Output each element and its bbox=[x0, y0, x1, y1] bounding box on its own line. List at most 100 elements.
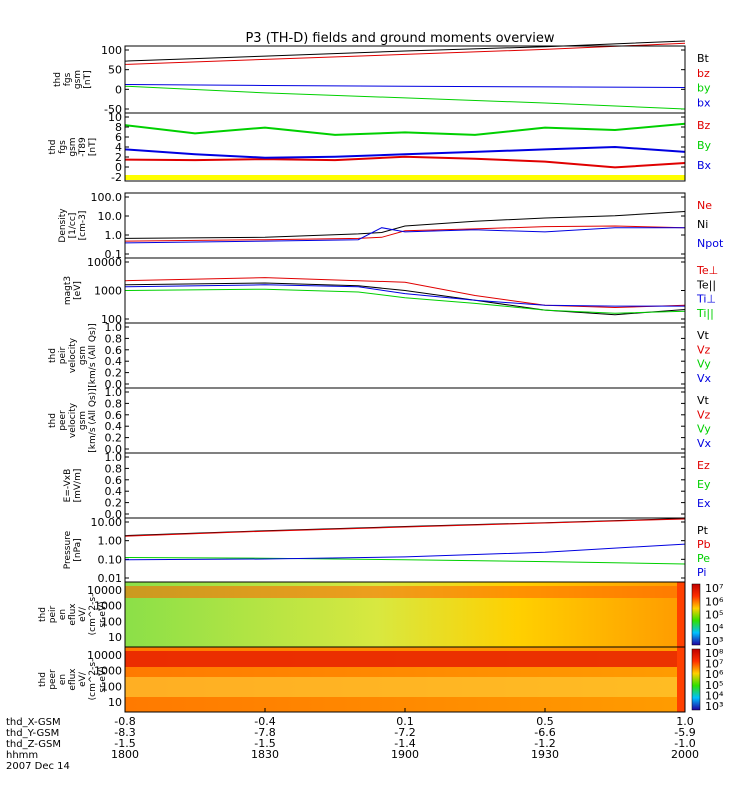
x-row-value: -0.8 bbox=[114, 715, 135, 728]
y-tick-label: 100 bbox=[101, 44, 122, 57]
y-tick-label: 0 bbox=[115, 83, 122, 96]
x-row-value: 0.5 bbox=[536, 715, 554, 728]
series-line-ni bbox=[124, 211, 686, 239]
panel-ylabel-line: gsm bbox=[78, 411, 88, 430]
series-line-bx bbox=[124, 145, 686, 159]
series-line-by bbox=[124, 122, 686, 136]
panel-frame bbox=[124, 517, 686, 583]
x-row-value: 1.0 bbox=[676, 715, 694, 728]
x-row-label: hhmm bbox=[6, 750, 38, 761]
y-tick-label: 0.0 bbox=[105, 443, 123, 456]
panel-ylabel-line: fgs bbox=[63, 72, 73, 86]
series-line-bx bbox=[124, 84, 686, 88]
x-row-value: -7.8 bbox=[254, 726, 275, 739]
legend-vx: Vx bbox=[697, 372, 712, 385]
panel-ylabel-line: thd bbox=[48, 413, 58, 428]
y-tick-label: 100 bbox=[101, 680, 122, 693]
colorbar bbox=[691, 583, 701, 646]
series-line-ne bbox=[124, 225, 686, 242]
panel-ylabel-line: [nPa] bbox=[73, 538, 83, 561]
panel-ylabel-line: gsm bbox=[73, 70, 83, 89]
y-tick-label: 0.0 bbox=[105, 508, 123, 521]
y-tick-label: 10000 bbox=[87, 256, 122, 269]
x-row-value: -7.2 bbox=[394, 726, 415, 739]
y-tick-label: 1000 bbox=[94, 285, 122, 298]
y-tick-label: 0.4 bbox=[105, 485, 123, 498]
legend-vz: Vz bbox=[697, 408, 711, 421]
y-tick-label: 10.0 bbox=[98, 210, 123, 223]
panel-ylabel-line: Pressure bbox=[63, 530, 73, 569]
x-row-value: -5.9 bbox=[674, 726, 695, 739]
heatmap-band bbox=[125, 651, 685, 667]
legend-te-: Te⊥ bbox=[696, 264, 718, 277]
x-row-label: thd_Y-GSM bbox=[6, 728, 59, 739]
legend-by: by bbox=[697, 82, 711, 95]
y-tick-label: 1.0 bbox=[105, 386, 123, 399]
colorbar-tick-label: 10³ bbox=[705, 700, 723, 713]
x-row-label: 2007 Dec 14 bbox=[6, 761, 70, 772]
panel-ylabel-line: [1/cc] bbox=[68, 213, 78, 239]
heatmap-edge bbox=[677, 647, 685, 712]
panel-ylabel-line: (cm^2-s- bbox=[88, 659, 98, 701]
series-line-pb bbox=[124, 518, 686, 537]
panel-ylabel-line: (cm^2-s- bbox=[88, 594, 98, 636]
panel-peer_velocity: thd peer velocity gsm [km/s (All Qs)] 1.00.80… bbox=[48, 386, 712, 456]
legend-vt: Vt bbox=[697, 329, 710, 342]
series-line-ti- bbox=[124, 284, 685, 307]
x-row-value: -1.0 bbox=[674, 737, 695, 750]
series-line-te- bbox=[124, 277, 686, 309]
y-tick-label: 0.2 bbox=[105, 497, 123, 510]
panel-ylabel-line: sr-eV) bbox=[98, 666, 108, 692]
colorbar-tick-label: 10⁴ bbox=[705, 622, 724, 635]
y-tick-label: 0.6 bbox=[105, 474, 123, 487]
series-line-by bbox=[124, 85, 686, 110]
series-line-bz bbox=[124, 42, 686, 65]
y-tick-label: 0.10 bbox=[98, 553, 123, 566]
panel-efield: E=-VxB [mV/m] 1.00.80.60.40.20.0 Ez Ey Ex bbox=[63, 451, 711, 521]
figure-title: P3 (TH-D) fields and ground moments over… bbox=[245, 31, 554, 46]
panel-frame bbox=[124, 45, 686, 114]
heatmap-band bbox=[125, 677, 685, 697]
series-line-bz bbox=[124, 155, 686, 169]
y-tick-label: 100 bbox=[101, 313, 122, 326]
y-tick-label: 1.00 bbox=[98, 535, 123, 548]
panel-ylabel-line: thd bbox=[53, 72, 63, 87]
panel-ylabel-line: eV/ bbox=[78, 606, 88, 622]
y-tick-label: 0.6 bbox=[105, 409, 123, 422]
panel-ylabel-line: [nT] bbox=[83, 70, 93, 88]
panel-ylabel-line: [cm-3] bbox=[78, 211, 88, 241]
x-row-value: -1.4 bbox=[394, 737, 415, 750]
y-tick-label: 4 bbox=[115, 141, 122, 154]
legend-bz: bz bbox=[697, 67, 710, 80]
x-row-value: 1800 bbox=[111, 748, 139, 761]
y-tick-label: 50 bbox=[108, 64, 122, 77]
x-row-value: -0.4 bbox=[254, 715, 275, 728]
panel-ylabel-line: E=-VxB bbox=[63, 469, 73, 503]
y-tick-label: 1000 bbox=[94, 600, 122, 613]
y-tick-label: 100.0 bbox=[91, 191, 123, 204]
panel-ylabel-line: [eV] bbox=[73, 281, 83, 300]
y-tick-label: 0.2 bbox=[105, 432, 123, 445]
x-row-label: thd_X-GSM bbox=[6, 717, 61, 728]
x-row-value: -1.2 bbox=[534, 737, 555, 750]
colorbar-tick-label: 10⁵ bbox=[705, 679, 723, 692]
panel-ylabel-line: Density bbox=[58, 208, 68, 243]
y-tick-label: 10000 bbox=[87, 584, 122, 597]
series-line-npot bbox=[124, 227, 685, 244]
legend-pi: Pi bbox=[697, 566, 706, 579]
legend-bz: Bz bbox=[697, 119, 711, 132]
colorbar-tick-label: 10⁶ bbox=[705, 668, 724, 681]
legend-bx: Bx bbox=[697, 159, 712, 172]
panel-peer_en_eflux: thd peer en eflux eV/(cm^2-s-sr-eV) 10000 1000… bbox=[38, 646, 724, 713]
y-tick-label: 0.4 bbox=[105, 355, 123, 368]
y-tick-label: 100 bbox=[101, 615, 122, 628]
heatmap-band bbox=[125, 586, 685, 598]
panel-ylabel-line: velocity bbox=[68, 337, 78, 373]
x-row-value: 1830 bbox=[251, 748, 279, 761]
panel-ylabel-line: gsm bbox=[68, 137, 78, 156]
legend-ni: Ni bbox=[697, 218, 708, 231]
colorbar-tick-label: 10⁴ bbox=[705, 689, 724, 702]
panel-ylabel-line: sr-eV) bbox=[98, 601, 108, 627]
series-line-ti-- bbox=[124, 288, 686, 314]
